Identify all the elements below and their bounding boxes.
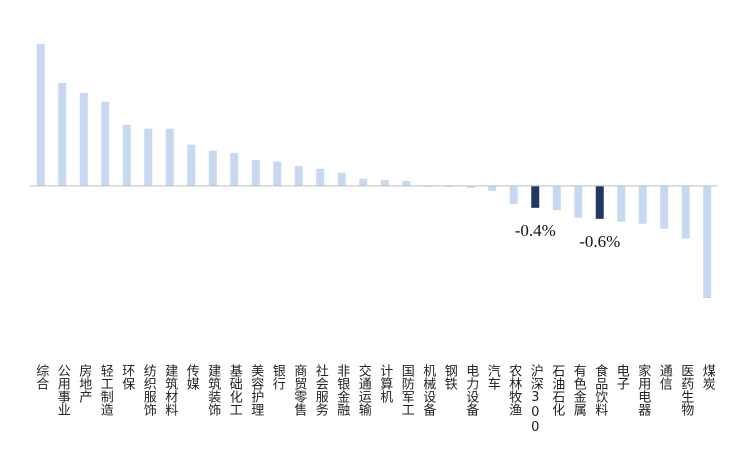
category-label: 基础化工	[227, 364, 243, 416]
category-label: 建筑装饰	[205, 364, 221, 416]
bar	[273, 161, 282, 186]
category-label: 家用电器	[635, 363, 651, 417]
category-label: 纺织服饰	[141, 364, 157, 416]
category-label: 美容护理	[248, 364, 264, 416]
category-label: 有色金属	[571, 364, 587, 417]
category-label: 传媒	[184, 364, 200, 390]
bar	[208, 150, 217, 186]
bar	[660, 185, 669, 229]
category-label: 计算机	[377, 364, 393, 404]
category-label: 银行	[270, 364, 286, 391]
category-label: 房地产	[76, 363, 92, 404]
bar	[294, 166, 303, 186]
category-label: 石油石化	[549, 364, 565, 417]
bar	[380, 179, 389, 186]
category-label: 国防军工	[399, 364, 415, 416]
category-label: 非银金融	[334, 364, 350, 416]
value-label: -0.6%	[579, 232, 620, 251]
bar	[144, 128, 153, 186]
category-label: 建筑材料	[162, 364, 178, 416]
bar	[617, 185, 626, 222]
bar	[445, 185, 454, 187]
bar	[165, 128, 174, 186]
bar	[187, 144, 196, 186]
bar	[574, 185, 583, 218]
category-label: 电子	[614, 364, 630, 390]
bar	[681, 185, 690, 239]
category-label: 环保	[119, 364, 135, 390]
category-label: 社会服务	[313, 363, 329, 416]
bar	[79, 92, 88, 186]
category-label: 农林牧渔	[506, 364, 522, 416]
value-label: -0.4%	[515, 221, 556, 240]
bar	[703, 185, 712, 298]
category-label: 煤炭	[700, 364, 716, 391]
bar	[316, 168, 325, 186]
bar	[36, 44, 45, 186]
category-label: 电力设备	[463, 364, 479, 417]
bar	[337, 172, 346, 186]
category-label: 沪深300	[528, 363, 544, 435]
bar	[423, 185, 432, 187]
category-label: 钢铁	[442, 364, 458, 390]
bar	[552, 185, 561, 211]
category-label: 综合	[33, 364, 49, 390]
category-label: 公用事业	[55, 364, 71, 416]
bar	[122, 124, 131, 186]
bar	[488, 185, 497, 191]
bar	[638, 185, 647, 224]
bar	[58, 83, 67, 186]
category-label: 汽车	[485, 364, 501, 390]
bar	[251, 160, 260, 186]
category-label: 交通运输	[356, 363, 372, 416]
bar	[101, 101, 110, 186]
bar	[359, 178, 368, 186]
category-label: 机械设备	[420, 364, 436, 417]
category-label: 食品饮料	[592, 363, 608, 416]
bar	[595, 185, 604, 219]
bar	[509, 185, 518, 204]
bar	[402, 180, 411, 186]
category-label: 通信	[657, 364, 673, 390]
category-label: 商贸零售	[291, 364, 307, 416]
bar	[531, 185, 540, 208]
category-label: 医药生物	[678, 364, 694, 417]
bar	[466, 185, 475, 189]
bar	[230, 152, 239, 186]
category-label: 轻工制造	[98, 364, 114, 417]
